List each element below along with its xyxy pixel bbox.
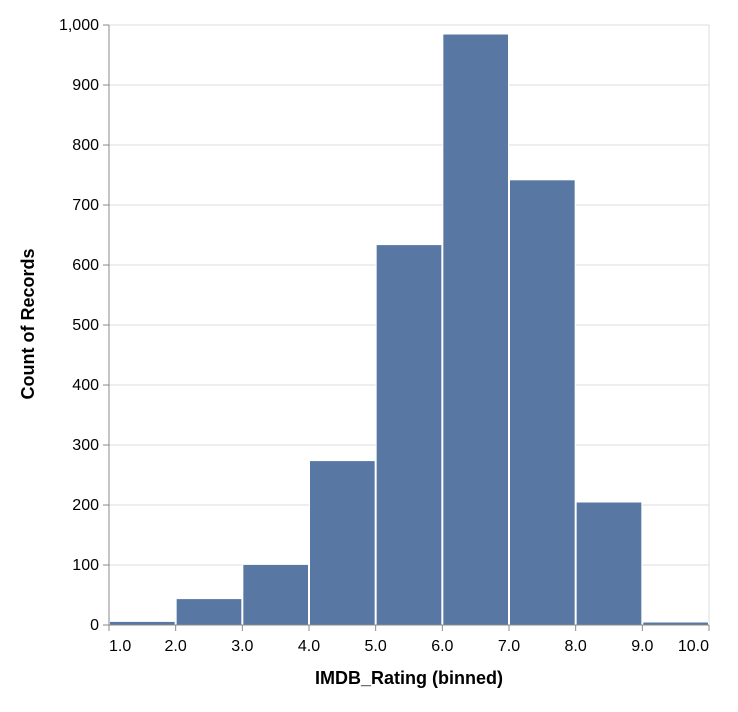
y-tick-label: 400	[72, 377, 99, 394]
y-tick-label: 800	[72, 137, 99, 154]
histogram-bar	[309, 460, 376, 626]
x-tick-label: 4.0	[298, 638, 320, 655]
histogram-bar	[442, 33, 510, 626]
y-tick-label: 600	[72, 257, 99, 274]
y-tick-label: 100	[72, 557, 99, 574]
y-tick-label: 200	[72, 497, 99, 514]
histogram-bar	[575, 501, 643, 626]
bars	[109, 33, 709, 626]
x-axis-title: IMDB_Rating (binned)	[315, 668, 503, 688]
x-tick-label: 8.0	[565, 638, 587, 655]
histogram-bar	[509, 179, 576, 626]
y-tick-label: 1,000	[59, 17, 99, 34]
histogram-bar	[375, 244, 443, 626]
histogram-bar	[109, 620, 176, 626]
histogram-bar	[175, 598, 243, 626]
y-tick-label: 500	[72, 317, 99, 334]
x-tick-label: 5.0	[365, 638, 387, 655]
x-tick-label: 1.0	[109, 638, 131, 655]
y-tick-label: 900	[72, 77, 99, 94]
x-axis: 1.0 2.0 3.0 4.0 5.0 6.0 7.0 8.0 9.0 10.0	[108, 624, 710, 655]
x-tick-label: 7.0	[498, 638, 520, 655]
histogram-bar	[242, 563, 309, 626]
x-tick-label: 9.0	[631, 638, 653, 655]
x-tick-label: 2.0	[165, 638, 187, 655]
x-tick-label: 10.0	[678, 638, 709, 655]
x-tick-label: 6.0	[431, 638, 453, 655]
x-tick-label: 3.0	[231, 638, 253, 655]
y-tick-label: 700	[72, 197, 99, 214]
y-axis-title: Count of Records	[18, 249, 38, 400]
y-axis: 0 100 200 300 400 500 600 700 800 900 1,000	[59, 17, 110, 634]
y-tick-label: 0	[90, 617, 99, 634]
y-tick-label: 300	[72, 437, 99, 454]
